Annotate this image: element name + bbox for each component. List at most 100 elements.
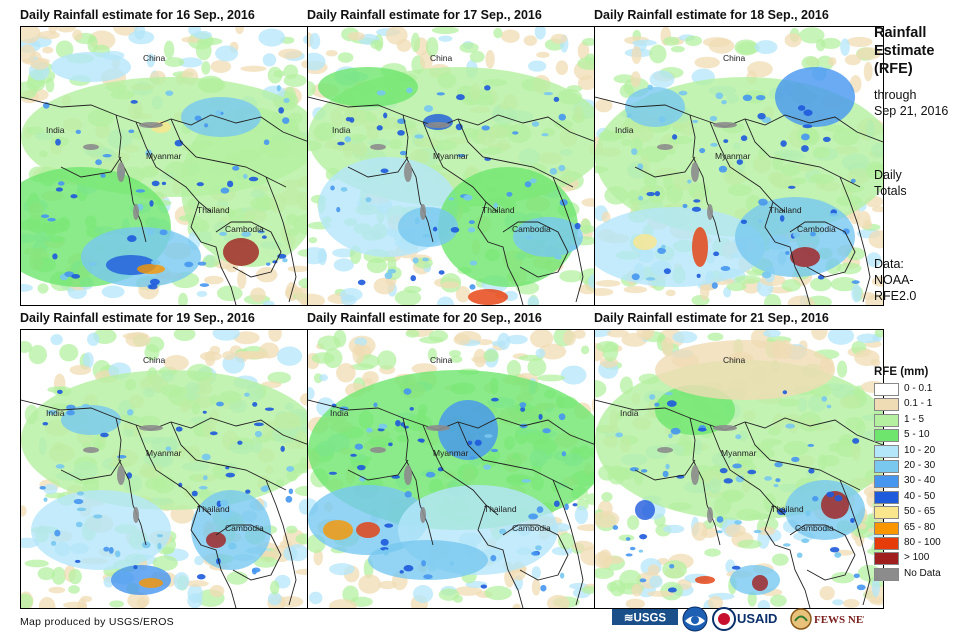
rainfall-map: China India Myanmar Thailand Cambodia (307, 26, 597, 306)
rainfall-map: China India Myanmar Thailand Cambodia (307, 329, 597, 609)
legend-row: 30 - 40 (874, 474, 964, 489)
rainfall-map: China India Myanmar Thailand Cambodia (594, 329, 884, 609)
legend-row: 40 - 50 (874, 490, 964, 505)
title-line-3: (RFE) (874, 61, 913, 77)
label-thailand: Thailand (769, 205, 802, 215)
map-credit: Map produced by USGS/EROS (20, 616, 174, 628)
label-india: India (615, 125, 634, 135)
label-cambodia: Cambodia (512, 523, 551, 533)
legend-swatch (874, 475, 899, 489)
title-line-2: Estimate (874, 43, 935, 59)
title-line-1: Rainfall (874, 25, 927, 41)
label-india: India (332, 125, 351, 135)
rfe-legend: RFE (mm) 0 - 0.1 0.1 - 1 1 - 5 5 - 10 10 - 2… (874, 366, 964, 582)
label-cambodia: Cambodia (797, 224, 836, 234)
fewsnet-text: FEWS NET (814, 614, 864, 626)
label-myanmar: Myanmar (433, 448, 469, 458)
label-thailand: Thailand (484, 504, 517, 514)
label-myanmar: Myanmar (146, 448, 182, 458)
country-borders (308, 96, 596, 305)
panel-title: Daily Rainfall estimate for 18 Sep., 201… (594, 8, 829, 22)
usaid-logo: USAID (712, 606, 788, 632)
label-china: China (143, 53, 166, 63)
legend-label: 5 - 10 (904, 429, 930, 441)
map-canvas (595, 330, 883, 608)
panel-title: Daily Rainfall estimate for 21 Sep., 201… (594, 311, 829, 325)
daily-label-1: Daily (874, 168, 902, 182)
label-myanmar: Myanmar (433, 151, 469, 161)
legend-row: No Data (874, 567, 964, 582)
legend-label: No Data (904, 567, 941, 579)
fewsnet-logo-mark: FEWS NET (790, 608, 871, 630)
country-borders (21, 399, 309, 608)
legend-label: 30 - 40 (904, 475, 936, 487)
legend-swatch (874, 521, 899, 535)
label-thailand: Thailand (197, 504, 230, 514)
label-china: China (723, 53, 746, 63)
label-cambodia: Cambodia (795, 523, 834, 533)
legend-row: 1 - 5 (874, 413, 964, 428)
legend-row: 20 - 30 (874, 459, 964, 474)
usgs-text: ≋USGS (624, 613, 667, 625)
legend-row: > 100 (874, 551, 964, 566)
map-canvas (308, 330, 596, 608)
label-thailand: Thailand (482, 205, 515, 215)
label-myanmar: Myanmar (721, 448, 757, 458)
map-canvas (595, 27, 883, 305)
usgs-logo-mark: ≋USGS (612, 609, 678, 625)
label-cambodia: Cambodia (225, 523, 264, 533)
usgs-logo: ≋USGS (612, 606, 678, 632)
label-india: India (46, 125, 65, 135)
legend-label: 0 - 0.1 (904, 383, 933, 394)
daily-label-2: Totals (874, 184, 907, 198)
noaa-icon (682, 606, 708, 632)
legend-main-title: Rainfall Estimate (RFE) (874, 24, 934, 78)
legend-swatch (874, 413, 899, 427)
label-thailand: Thailand (197, 205, 230, 215)
rainfall-field (308, 330, 596, 608)
data-source-1: NOAA- (874, 273, 914, 287)
country-borders (595, 96, 883, 305)
label-india: India (330, 408, 349, 418)
legend-swatch (874, 567, 899, 581)
label-myanmar: Myanmar (715, 151, 751, 161)
legend-swatch (874, 459, 899, 473)
rainfall-panel-1: Daily Rainfall estimate for 16 Sep., 201… (20, 6, 310, 306)
data-label: Data: (874, 257, 904, 271)
legend-row: 50 - 65 (874, 505, 964, 520)
rainfall-field (595, 27, 883, 305)
map-canvas (308, 27, 596, 305)
country-borders (21, 96, 309, 305)
legend-row: 5 - 10 (874, 428, 964, 443)
legend-label: 10 - 20 (904, 444, 936, 456)
data-source: Data: NOAA- RFE2.0 (874, 256, 916, 304)
legend-label: 1 - 5 (904, 413, 925, 425)
legend-row: 65 - 80 (874, 521, 964, 536)
legend-label: 20 - 30 (904, 459, 936, 471)
rainfall-panel-6: Daily Rainfall estimate for 21 Sep., 201… (594, 309, 884, 609)
legend-swatch (874, 536, 899, 550)
label-myanmar: Myanmar (146, 151, 182, 161)
legend-label: 80 - 100 (904, 536, 941, 548)
rainfall-field (308, 27, 596, 305)
country-borders (595, 399, 883, 608)
rainfall-map: China India Myanmar Thailand Cambodia (20, 329, 310, 609)
legend-swatch (874, 552, 899, 566)
label-cambodia: Cambodia (512, 224, 551, 234)
legend-label: > 100 (904, 552, 930, 564)
legend-title: RFE (mm) (874, 366, 929, 378)
map-canvas (21, 330, 309, 608)
legend-row: 0 - 0.1 (874, 382, 964, 397)
rainfall-field (21, 27, 309, 305)
panel-title: Daily Rainfall estimate for 19 Sep., 201… (20, 311, 255, 325)
panel-title: Daily Rainfall estimate for 17 Sep., 201… (307, 8, 542, 22)
noaa-logo (682, 606, 708, 632)
legend-swatch (874, 490, 899, 504)
legend-swatch (874, 398, 899, 412)
legend-swatch (874, 429, 899, 443)
through-label: through (874, 88, 917, 102)
daily-totals: Daily Totals (874, 167, 907, 199)
panel-title: Daily Rainfall estimate for 16 Sep., 201… (20, 8, 255, 22)
rainfall-panel-5: Daily Rainfall estimate for 20 Sep., 201… (307, 309, 597, 609)
label-china: China (723, 355, 746, 365)
